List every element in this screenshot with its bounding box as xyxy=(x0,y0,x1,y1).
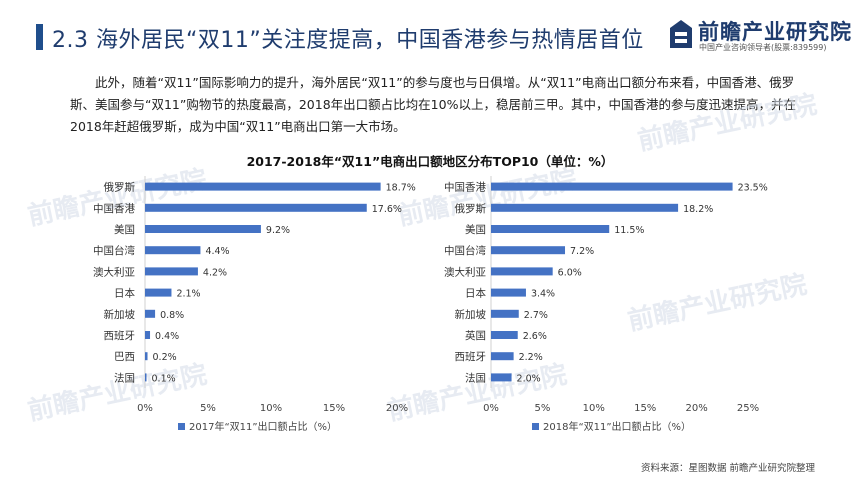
chart-1-tick-label: 15% xyxy=(634,403,656,414)
chart-0-value-label: 17.6% xyxy=(372,204,402,215)
chart-0-bar xyxy=(145,309,156,318)
chart-0-value-label: 18.7% xyxy=(386,183,416,194)
chart-1-category-label: 日本 xyxy=(465,287,486,300)
source-note: 资料来源：星图数据 前瞻产业研究院整理 xyxy=(640,463,815,474)
chart-0-value-label: 4.4% xyxy=(205,246,229,257)
chart-1-tick-label: 5% xyxy=(534,403,550,414)
chart-0-bar xyxy=(145,373,147,382)
logo: 前瞻产业研究院 中国产业咨询领导者(股票:839599) xyxy=(668,16,851,56)
chart-title: 2017-2018年“双11”电商出口额地区分布TOP10（单位：%） xyxy=(246,154,614,169)
logo-name: 前瞻产业研究院 xyxy=(698,20,852,44)
logo-tagline: 中国产业咨询领导者(股票:839599) xyxy=(699,43,827,52)
chart-1-bar xyxy=(491,331,518,339)
chart-0-bar xyxy=(145,225,261,233)
chart-1-value-label: 18.2% xyxy=(683,204,713,215)
watermark-1: 前瞻产业研究院 xyxy=(395,164,579,232)
chart-0-tick-label: 15% xyxy=(323,403,345,414)
chart-0-bar xyxy=(145,267,198,276)
chart-1-value-label: 6.0% xyxy=(558,267,582,278)
chart-0-bar xyxy=(145,352,148,361)
chart-0-category-label: 巴西 xyxy=(114,351,135,363)
chart-0-value-label: 0.2% xyxy=(153,352,177,363)
chart-0-tick-label: 10% xyxy=(260,403,282,414)
watermark-2: 前瞻产业研究院 xyxy=(635,89,819,157)
watermark-3: 前瞻产业研究院 xyxy=(25,359,209,427)
chart-1-value-label: 11.5% xyxy=(614,225,644,236)
chart-0-value-label: 0.4% xyxy=(155,331,179,342)
watermark-0: 前瞻产业研究院 xyxy=(25,164,209,232)
chart-1-category-label: 西班牙 xyxy=(455,351,487,363)
chart-0-value-label: 0.1% xyxy=(152,373,176,384)
chart-1-value-label: 2.7% xyxy=(524,310,548,321)
chart-1-bar xyxy=(491,373,512,382)
chart-1-value-label: 7.2% xyxy=(570,246,594,257)
chart-0-tick-label: 20% xyxy=(386,403,408,414)
chart-1-category-label: 法国 xyxy=(465,371,486,384)
chart-1-bar xyxy=(491,309,519,318)
chart-0-bar xyxy=(145,203,367,212)
chart-0-value-label: 2.1% xyxy=(176,289,200,300)
chart-1-legend-label: 2018年“双11”出口额占比（%） xyxy=(543,420,691,433)
chart-0-category-label: 日本 xyxy=(114,287,135,300)
logo-icon xyxy=(670,20,692,48)
chart-0-tick-label: 5% xyxy=(200,403,216,414)
chart-1-bar xyxy=(491,225,610,233)
chart-1-tick-label: 10% xyxy=(583,403,605,414)
chart-1-category-label: 新加坡 xyxy=(455,308,487,321)
chart-0-bar xyxy=(145,246,201,255)
chart-0-value-label: 4.2% xyxy=(203,267,227,278)
watermark-4: 前瞻产业研究院 xyxy=(385,359,569,427)
page-title: 2.3 海外居民“双11”关注度提高，中国香港参与热情居首位 xyxy=(52,28,644,53)
chart-1-category-label: 美国 xyxy=(465,223,486,236)
chart-1-bar xyxy=(491,246,566,255)
chart-0-bar xyxy=(145,331,151,339)
body-paragraph: 此外，随着“双11”国际影响力的提升，海外居民“双11”的参与度也与日俱增。从“… xyxy=(70,75,796,134)
chart-1-category-label: 俄罗斯 xyxy=(455,202,487,215)
chart-0-bar xyxy=(145,182,381,191)
chart-0-legend-label: 2017年“双11”出口额占比（%） xyxy=(189,420,337,433)
chart-1-category-label: 澳大利亚 xyxy=(444,265,486,278)
chart-1-bar xyxy=(491,182,733,191)
title-accent-bar xyxy=(36,24,43,50)
chart-0-category-label: 西班牙 xyxy=(104,330,136,342)
chart-1-category-label: 中国台湾 xyxy=(444,244,486,257)
chart-1-tick-label: 0% xyxy=(483,403,499,414)
chart-1-bar xyxy=(491,352,514,361)
chart-0-category-label: 美国 xyxy=(114,223,135,236)
chart-0-category-label: 澳大利亚 xyxy=(93,265,135,278)
chart-0-value-label: 0.8% xyxy=(160,310,184,321)
chart-0-category-label: 俄罗斯 xyxy=(104,181,136,194)
chart-0-category-label: 新加坡 xyxy=(104,308,136,321)
chart-1-bar xyxy=(491,288,526,297)
chart-0-category-label: 中国台湾 xyxy=(93,244,135,257)
chart-0-tick-label: 0% xyxy=(137,403,153,414)
chart-1-tick-label: 25% xyxy=(737,403,759,414)
chart-1-category-label: 英国 xyxy=(465,329,486,342)
chart-0-bar xyxy=(145,288,172,297)
chart-1-value-label: 23.5% xyxy=(738,183,768,194)
chart-1-category-label: 中国香港 xyxy=(444,181,486,194)
chart-1-value-label: 2.6% xyxy=(523,331,547,342)
chart-1-value-label: 2.0% xyxy=(517,373,541,384)
chart-1-value-label: 2.2% xyxy=(519,352,543,363)
chart-1-tick-label: 20% xyxy=(685,403,707,414)
chart-0-legend-swatch xyxy=(178,423,185,430)
watermark-5: 前瞻产业研究院 xyxy=(625,269,809,337)
chart-0-value-label: 9.2% xyxy=(266,225,290,236)
chart-1-bar xyxy=(491,203,679,212)
chart-0-category-label: 中国香港 xyxy=(93,202,135,215)
chart-1-value-label: 3.4% xyxy=(531,289,555,300)
chart-1-bar xyxy=(491,267,553,276)
chart-0-category-label: 法国 xyxy=(114,371,135,384)
chart-1-legend-swatch xyxy=(532,423,539,430)
